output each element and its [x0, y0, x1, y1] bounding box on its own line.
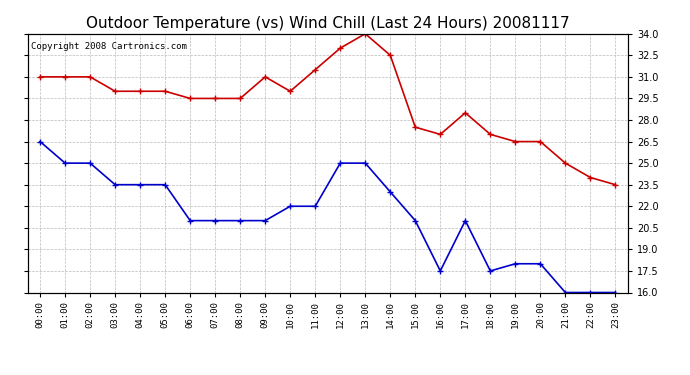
- Text: Copyright 2008 Cartronics.com: Copyright 2008 Cartronics.com: [30, 42, 186, 51]
- Title: Outdoor Temperature (vs) Wind Chill (Last 24 Hours) 20081117: Outdoor Temperature (vs) Wind Chill (Las…: [86, 16, 569, 31]
